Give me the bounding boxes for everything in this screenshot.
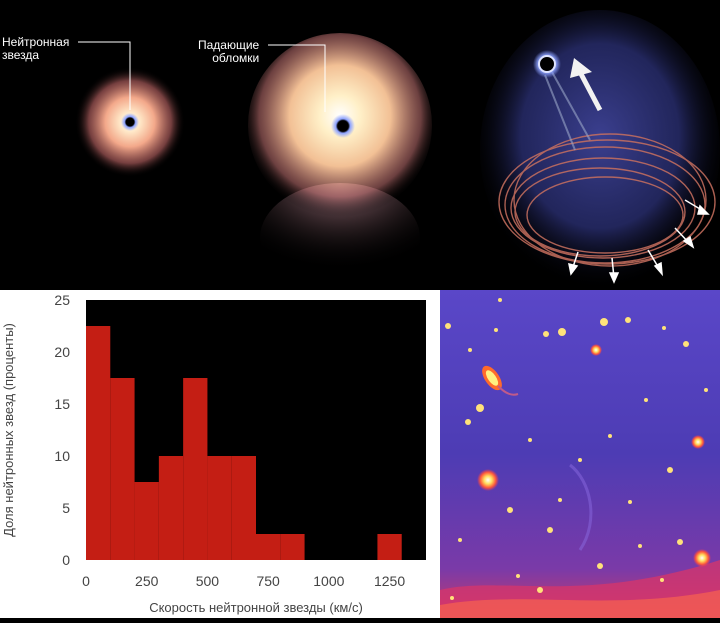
- y-tick-label: 25: [54, 292, 70, 308]
- histogram-bar: [231, 456, 256, 560]
- star: [704, 388, 708, 392]
- neutron-star-1: [121, 113, 139, 131]
- histogram-bar: [134, 482, 159, 560]
- star: [660, 578, 664, 582]
- sky-image-panel: [440, 290, 720, 618]
- star: [590, 344, 602, 356]
- star: [608, 434, 612, 438]
- star: [477, 469, 499, 491]
- neutron-star-3-core: [538, 55, 556, 73]
- y-tick-label: 10: [54, 448, 70, 464]
- x-tick-label: 1250: [374, 573, 405, 589]
- star: [528, 438, 532, 442]
- star: [450, 596, 454, 600]
- plume-2: [260, 183, 420, 290]
- sky-image: [440, 290, 720, 618]
- star: [494, 328, 498, 332]
- filament: [569, 463, 593, 551]
- histogram-bar: [377, 534, 402, 560]
- label-falling-debris: Падающие обломки: [198, 39, 259, 65]
- illustration-panel: Нейтронная звезда Падающие обломки: [0, 0, 720, 290]
- runaway-star: [482, 365, 519, 396]
- star: [638, 544, 642, 548]
- histogram-bar: [183, 378, 208, 560]
- star: [558, 498, 562, 502]
- star: [537, 587, 543, 593]
- star: [465, 419, 471, 425]
- label-neutron-star-line2: звезда: [2, 48, 40, 62]
- stars: [445, 298, 711, 600]
- callout-line-star: [78, 41, 131, 110]
- trail-lines: [544, 71, 591, 151]
- star: [677, 539, 683, 545]
- star: [644, 398, 648, 402]
- label-falling-debris-line1: Падающие: [198, 38, 260, 52]
- histogram-bar: [86, 326, 111, 560]
- star: [543, 331, 549, 337]
- histogram-bar: [280, 534, 305, 560]
- callout-line-debris: [268, 44, 326, 112]
- star: [445, 323, 451, 329]
- star: [597, 563, 603, 569]
- histogram-panel: 0 5 10 15 20 25 0 250 500 750 1000 1250 Скорость не…: [0, 290, 440, 618]
- star: [662, 326, 666, 330]
- velocity-arrow: [570, 58, 603, 112]
- illustration-svg: [75, 10, 720, 290]
- star: [578, 458, 582, 462]
- x-tick-label: 500: [196, 573, 220, 589]
- sky-background: [440, 290, 720, 618]
- nebula-band-bright: [440, 590, 720, 618]
- label-falling-debris-line2: обломки: [212, 51, 260, 65]
- histogram-bar: [256, 534, 281, 560]
- label-neutron-star: Нейтронная звезда: [2, 36, 69, 62]
- x-tick-label: 750: [256, 573, 280, 589]
- star: [600, 318, 608, 326]
- star: [468, 348, 472, 352]
- y-axis-label: Доля нейтронных звезд (проценты): [1, 323, 16, 537]
- histogram-bar: [158, 456, 184, 560]
- star: [476, 404, 484, 412]
- star: [507, 507, 513, 513]
- star: [683, 341, 689, 347]
- star: [628, 500, 632, 504]
- star: [516, 574, 520, 578]
- star: [547, 527, 553, 533]
- x-tick-label: 0: [82, 573, 90, 589]
- histogram-bars: [86, 326, 402, 560]
- y-tick-label: 5: [62, 500, 70, 516]
- star: [667, 467, 673, 473]
- x-tick-label: 250: [135, 573, 159, 589]
- star: [558, 328, 566, 336]
- star: [691, 435, 705, 449]
- outward-arrows: [568, 199, 710, 284]
- y-tick-label: 0: [62, 552, 70, 568]
- blue-halo-3: [480, 10, 720, 290]
- y-tick-label: 15: [54, 396, 70, 412]
- neutron-star-2: [331, 114, 355, 138]
- label-neutron-star-line1: Нейтронная: [2, 35, 70, 49]
- x-axis-label: Скорость нейтронной звезды (км/с): [149, 600, 363, 615]
- star: [625, 317, 631, 323]
- histogram-bar: [110, 378, 135, 560]
- star: [498, 298, 502, 302]
- y-tick-label: 20: [54, 344, 70, 360]
- x-tick-label: 1000: [313, 573, 344, 589]
- histogram-bar: [207, 456, 232, 560]
- star: [693, 549, 711, 567]
- debris-ring: [498, 133, 716, 267]
- star: [458, 538, 462, 542]
